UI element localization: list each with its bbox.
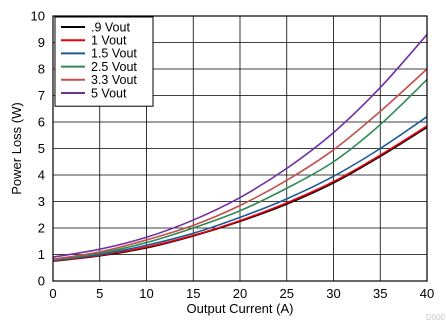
y-tick-label: 6 <box>38 115 45 130</box>
x-tick-label: 10 <box>139 286 153 301</box>
x-axis-label: Output Current (A) <box>187 301 294 316</box>
y-tick-label: 1 <box>38 247 45 262</box>
plot-frame <box>52 15 428 282</box>
series-line-5 <box>52 34 428 258</box>
series-line-4 <box>52 68 428 261</box>
y-tick-label: 9 <box>38 35 45 50</box>
legend-label: .9 Vout <box>91 20 130 34</box>
watermark: D000 <box>426 313 446 322</box>
series-line-2 <box>52 116 428 262</box>
y-tick-label: 8 <box>38 62 45 77</box>
x-tick-label: 20 <box>233 286 247 301</box>
tick-labels: 0 5 10 15 20 25 30 35 40 0 1 2 3 4 5 6 7 8 9 10 <box>31 9 435 302</box>
legend-box <box>54 16 154 107</box>
x-tick-label: 30 <box>326 286 340 301</box>
grid <box>52 15 428 282</box>
y-tick-label: 4 <box>38 168 45 183</box>
series-line-3 <box>52 79 428 261</box>
y-tick-label: 7 <box>38 88 45 103</box>
x-tick-label: 35 <box>373 286 387 301</box>
x-tick-label: 0 <box>49 286 56 301</box>
y-tick-label: 2 <box>38 221 45 236</box>
y-tick-label: 10 <box>31 9 45 24</box>
legend-label: 5 Vout <box>91 86 127 100</box>
y-tick-label: 3 <box>38 194 45 209</box>
y-tick-label: 5 <box>38 141 45 156</box>
legend-label: 1.5 Vout <box>91 47 137 61</box>
y-axis-label: Power Loss (W) <box>9 102 24 194</box>
x-tick-label: 15 <box>186 286 200 301</box>
series-line-1 <box>52 125 428 262</box>
legend-label: 1 Vout <box>91 34 127 48</box>
series-lines <box>52 34 428 262</box>
legend-label: 2.5 Vout <box>91 60 137 74</box>
x-tick-label: 40 <box>420 286 434 301</box>
y-tick-label: 0 <box>38 274 45 289</box>
legend-label: 3.3 Vout <box>91 73 137 87</box>
x-tick-label: 5 <box>96 286 103 301</box>
x-tick-label: 25 <box>280 286 294 301</box>
